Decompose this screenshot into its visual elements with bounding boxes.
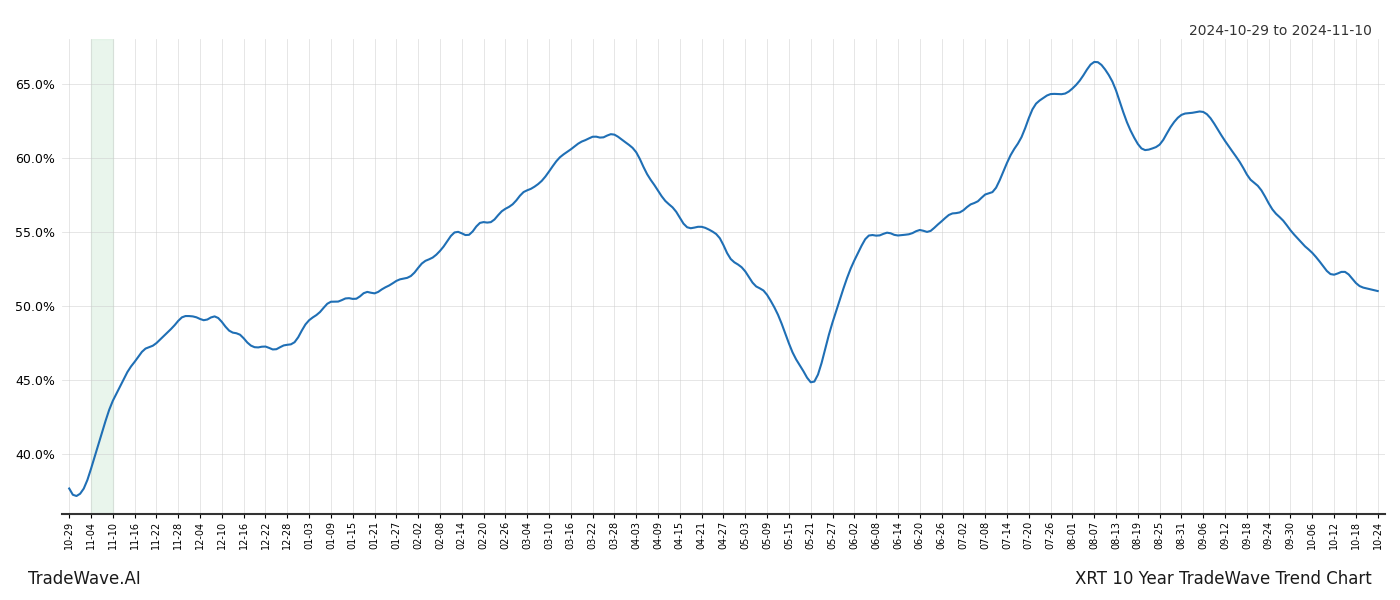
Text: XRT 10 Year TradeWave Trend Chart: XRT 10 Year TradeWave Trend Chart: [1075, 570, 1372, 588]
Bar: [91, 39, 113, 514]
Text: 2024-10-29 to 2024-11-10: 2024-10-29 to 2024-11-10: [1189, 24, 1372, 38]
Text: TradeWave.AI: TradeWave.AI: [28, 570, 141, 588]
